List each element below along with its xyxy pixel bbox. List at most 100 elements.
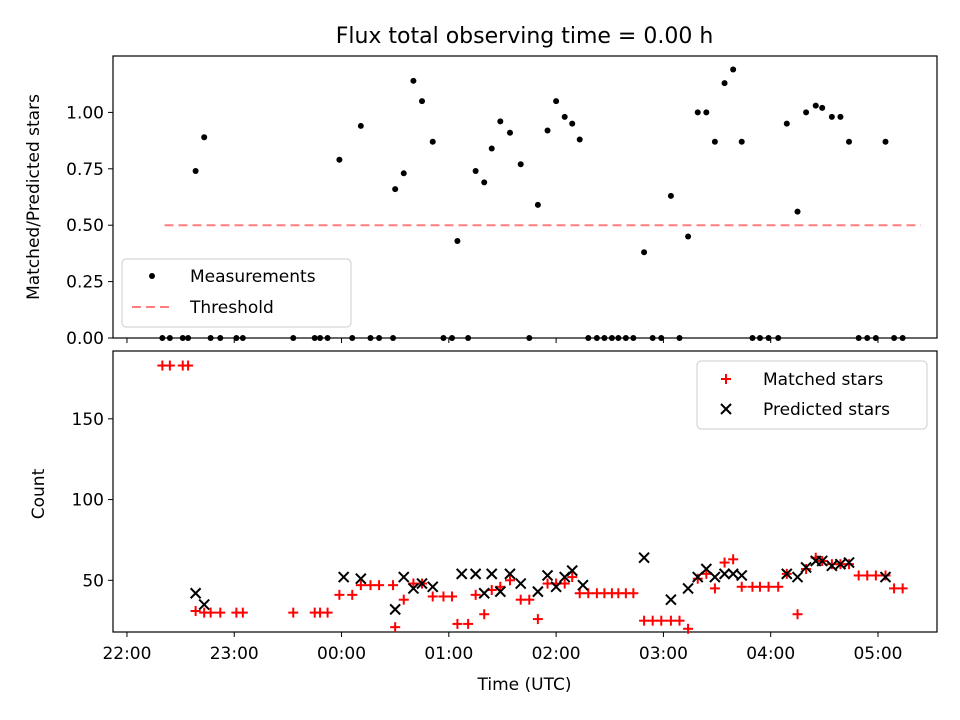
matched-point bbox=[365, 580, 376, 591]
count-legend: Matched stars Predicted stars bbox=[696, 360, 928, 430]
predicted-point bbox=[816, 555, 828, 567]
matched-point bbox=[495, 581, 506, 592]
predicted-point bbox=[398, 571, 410, 583]
measurement-point bbox=[465, 335, 472, 341]
measurement-point bbox=[593, 335, 600, 341]
legend-predicted-glyph bbox=[720, 403, 732, 415]
measurement-point bbox=[694, 109, 701, 116]
measurement-point bbox=[517, 161, 524, 168]
measurement-point bbox=[192, 168, 199, 175]
legend-measurements-label: Measurements bbox=[190, 267, 316, 287]
measurement-point bbox=[630, 335, 637, 341]
x-axis-label: Time (UTC) bbox=[477, 675, 572, 695]
count-y-axis: 50 100 150 bbox=[72, 410, 113, 591]
measurement-point bbox=[410, 77, 417, 84]
matched-point bbox=[639, 615, 650, 626]
measurement-point bbox=[201, 134, 208, 141]
measurement-point bbox=[472, 168, 479, 175]
measurement-point bbox=[615, 335, 622, 341]
measurement-point bbox=[749, 335, 756, 341]
count-x-tick-label: 03:00 bbox=[639, 644, 688, 664]
measurement-point bbox=[419, 98, 425, 105]
measurement-point bbox=[882, 138, 889, 145]
matched-point bbox=[190, 606, 201, 617]
measurement-point bbox=[711, 138, 718, 145]
predicted-point bbox=[682, 582, 694, 595]
count-x-tick-label: 23:00 bbox=[210, 644, 259, 664]
count-y-tick-label: 150 bbox=[72, 410, 104, 430]
measurement-point bbox=[544, 127, 551, 134]
matched-point bbox=[567, 572, 578, 583]
legend-matched-marker bbox=[721, 374, 731, 384]
ratio-legend-box bbox=[121, 258, 352, 328]
measurement-point bbox=[336, 156, 343, 163]
matched-point bbox=[542, 578, 553, 589]
predicted-point bbox=[416, 577, 428, 590]
measurement-point bbox=[738, 138, 745, 145]
matched-point bbox=[773, 581, 784, 592]
measurement-point bbox=[506, 129, 513, 136]
matched-point bbox=[692, 573, 703, 584]
matched-point bbox=[470, 589, 481, 600]
ratio-y-label: Matched/Predicted stars bbox=[24, 94, 44, 300]
predicted-point bbox=[566, 564, 578, 577]
ratio-y-tick-label: 0.75 bbox=[66, 160, 104, 180]
predicted-point bbox=[834, 558, 847, 570]
predicted-point bbox=[515, 577, 527, 590]
predicted-point bbox=[800, 561, 812, 574]
measurement-point bbox=[576, 136, 583, 143]
matched-point bbox=[388, 580, 399, 591]
matched-point bbox=[897, 583, 908, 594]
predicted-point bbox=[791, 571, 804, 583]
measurement-point bbox=[585, 335, 592, 341]
measurement-point bbox=[819, 104, 826, 111]
measurement-point bbox=[676, 335, 683, 341]
count-y-tick-label: 50 bbox=[82, 571, 104, 591]
measurement-point bbox=[601, 335, 608, 341]
measurement-point bbox=[429, 138, 436, 145]
matched-point bbox=[479, 609, 490, 620]
count-panel: 50 100 150 22:00 23:00 00:00 01:00 02:00 03:00 0… bbox=[29, 350, 938, 695]
measurement-point bbox=[390, 335, 397, 341]
ratio-y-tick-label: 0.50 bbox=[66, 216, 104, 236]
measurement-point bbox=[185, 335, 192, 341]
predicted-point bbox=[355, 572, 367, 585]
measurement-point bbox=[855, 335, 862, 341]
matched-point bbox=[237, 607, 248, 618]
matched-point bbox=[674, 615, 685, 626]
legend-threshold-label: Threshold bbox=[189, 298, 274, 318]
matched-point bbox=[574, 588, 585, 599]
measurement-point bbox=[497, 118, 504, 125]
matched-point bbox=[792, 609, 803, 620]
measurement-point bbox=[392, 186, 399, 193]
matched-point bbox=[438, 591, 449, 602]
measurement-point bbox=[803, 109, 810, 116]
ratio-legend: Measurements Threshold bbox=[121, 258, 352, 328]
matched-point bbox=[183, 360, 194, 371]
measurement-point bbox=[837, 113, 844, 120]
matched-point bbox=[463, 618, 474, 629]
matched-point bbox=[583, 588, 594, 599]
matched-point bbox=[683, 623, 694, 634]
measurement-point bbox=[179, 335, 186, 341]
matched-point bbox=[374, 580, 385, 591]
ratio-y-axis: 0.00 0.25 0.50 0.75 1.00 bbox=[66, 103, 113, 349]
measurement-point bbox=[526, 335, 533, 341]
matched-point bbox=[427, 591, 438, 602]
matched-point bbox=[862, 570, 873, 581]
ratio-y-tick-label: 1.00 bbox=[66, 103, 104, 123]
measurement-point bbox=[685, 233, 692, 240]
predicted-point bbox=[198, 598, 210, 611]
measurement-point bbox=[622, 335, 629, 341]
measurement-point bbox=[864, 335, 871, 341]
matched-point bbox=[532, 614, 543, 625]
measurement-point bbox=[400, 170, 407, 177]
measurement-point bbox=[376, 335, 383, 341]
matched-point bbox=[215, 607, 226, 618]
predicted-point bbox=[727, 568, 739, 580]
matched-point bbox=[452, 618, 463, 629]
matched-point bbox=[826, 559, 837, 570]
matched-point bbox=[164, 360, 175, 371]
measurement-point bbox=[311, 335, 318, 341]
measurement-point bbox=[658, 335, 665, 341]
